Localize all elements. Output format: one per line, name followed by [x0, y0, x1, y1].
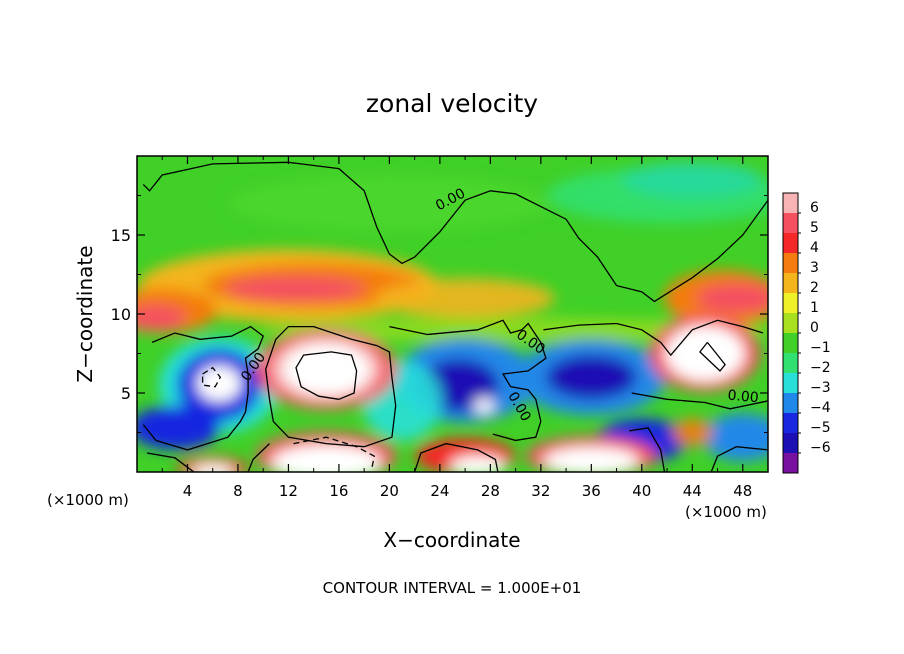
x-axis-label: X−coordinate — [383, 528, 520, 552]
colorbar-label-11: −5 — [810, 420, 831, 436]
zero-contour — [142, 161, 768, 303]
colorbar-label-10: −4 — [810, 400, 831, 416]
zero-contour — [710, 446, 768, 472]
colorbar-swatch-8 — [783, 353, 798, 374]
zero-contour — [629, 427, 666, 472]
field-blob — [696, 284, 768, 313]
field-blob — [282, 343, 371, 396]
field-blob — [224, 276, 365, 301]
zero-contour — [295, 351, 358, 400]
y-tick-label-2: 15 — [111, 226, 131, 245]
field-blob — [449, 455, 506, 472]
zero-contour — [142, 325, 264, 451]
colorbar-label-12: −6 — [810, 440, 831, 456]
colorbar-swatch-7 — [783, 333, 798, 354]
colorbar-swatch-0 — [783, 193, 798, 214]
x-tick-label-0: 4 — [183, 482, 193, 500]
colorbar: 6 5 4 3 2 1 0 −1 −2 −3 −4 −5 −6 — [782, 192, 831, 474]
field-blob — [543, 446, 640, 472]
x-tick-label-6: 28 — [481, 482, 500, 500]
zero-contour — [389, 319, 547, 442]
field-blob — [664, 325, 745, 382]
field-blob — [622, 161, 763, 198]
x-axis-ticks: 4 8 12 16 20 24 28 32 36 40 44 48 — [161, 156, 752, 500]
chart-title: zonal velocity — [366, 89, 538, 118]
x-tick-label-8: 36 — [582, 482, 601, 500]
colorbar-swatch-13 — [783, 453, 798, 474]
colorbar-swatch-1 — [783, 213, 798, 234]
colorbar-swatch-9 — [783, 373, 798, 394]
field-blob — [702, 413, 768, 462]
colorbar-label-7: −1 — [810, 340, 831, 356]
colorbar-label-6: 0 — [810, 320, 819, 336]
field-blob — [375, 278, 556, 319]
y-tick-label-0: 5 — [121, 384, 131, 403]
velocity-field — [137, 161, 768, 472]
contour-interval: CONTOUR INTERVAL = 1.000E+01 — [323, 579, 582, 597]
colorbar-swatch-6 — [783, 313, 798, 334]
colorbar-swatch-11 — [783, 413, 798, 434]
x-tick-label-3: 16 — [329, 482, 348, 500]
colorbar-swatch-3 — [783, 253, 798, 274]
y-axis-ticks: 5 10 15 — [111, 195, 768, 433]
colorbar-swatch-10 — [783, 393, 798, 414]
field-blob — [137, 305, 186, 330]
field-blob — [474, 397, 495, 414]
colorbar-label-4: 2 — [810, 280, 819, 296]
zero-contours — [142, 161, 768, 472]
x-tick-label-4: 20 — [380, 482, 399, 500]
x-tick-label-1: 8 — [233, 482, 243, 500]
field-blob — [229, 175, 550, 232]
x-tick-label-10: 44 — [683, 482, 702, 500]
x-tick-label-7: 32 — [531, 482, 550, 500]
x-tick-label-5: 24 — [430, 482, 449, 500]
zero-contour — [699, 341, 726, 372]
y-axis-label: Z−coordinate — [73, 245, 97, 382]
colorbar-swatch-5 — [783, 293, 798, 314]
colorbar-label-8: −2 — [810, 360, 831, 376]
y-tick-label-1: 10 — [111, 305, 131, 324]
colorbar-label-0: 6 — [810, 200, 819, 216]
field-blob — [197, 365, 242, 402]
x-unit-right: (×1000 m) — [685, 503, 767, 521]
zero-contour — [543, 319, 764, 357]
x-tick-label-11: 48 — [733, 482, 752, 500]
x-tick-label-2: 12 — [279, 482, 298, 500]
colorbar-label-5: 1 — [810, 300, 819, 316]
field-blob — [137, 405, 220, 450]
field-blob — [255, 317, 768, 342]
zero-contour — [247, 443, 270, 472]
field-blob — [271, 444, 382, 472]
x-unit-left: (×1000 m) — [47, 491, 129, 509]
colorbar-label-3: 3 — [810, 260, 819, 276]
zero-contour — [413, 442, 499, 472]
plot-area: 0.000.000.000.00 0.00 — [137, 156, 768, 472]
colorbar-swatch-2 — [783, 233, 798, 254]
zero-contour — [631, 392, 768, 410]
x-tick-label-9: 40 — [632, 482, 651, 500]
colorbar-label-1: 5 — [810, 220, 819, 236]
field-blob — [672, 418, 713, 447]
colorbar-label-9: −3 — [810, 380, 831, 396]
contour-label-4: 0.00 — [727, 388, 759, 407]
colorbar-label-2: 4 — [810, 240, 819, 256]
colorbar-swatch-12 — [783, 433, 798, 454]
colorbar-swatch-4 — [783, 273, 798, 294]
zero-contour — [293, 436, 376, 469]
field-blob — [546, 355, 637, 400]
